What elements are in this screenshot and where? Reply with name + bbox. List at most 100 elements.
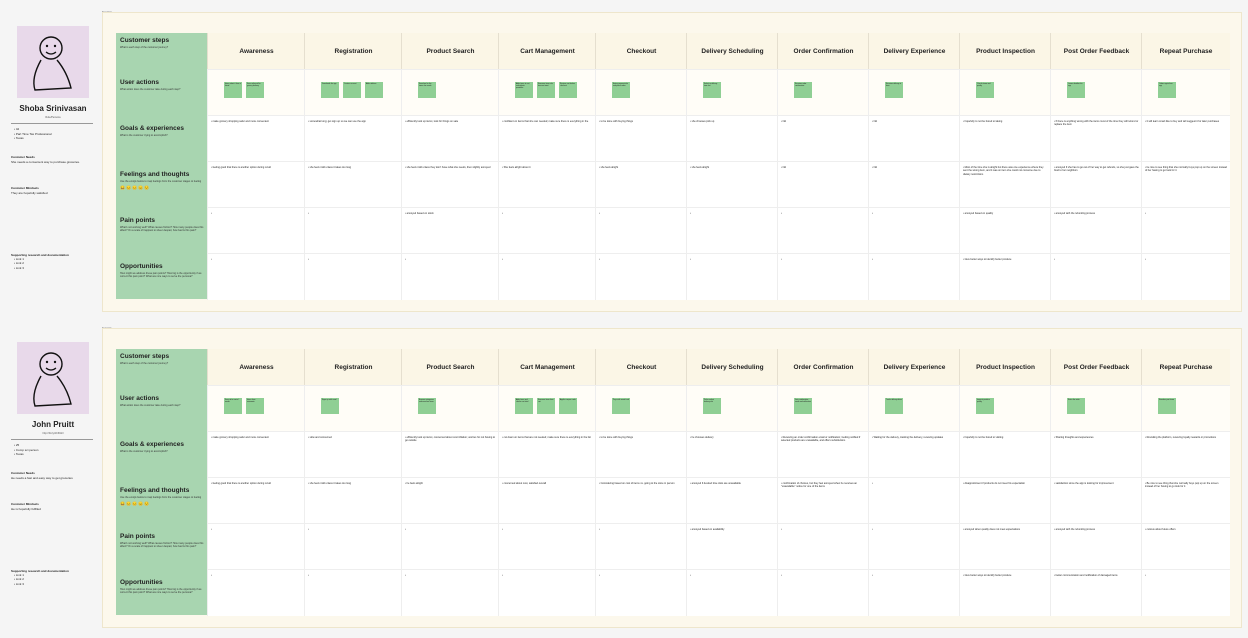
sticky-note[interactable]: Sees ad on social media <box>224 398 242 414</box>
research-link[interactable]: Link 1 <box>14 257 98 262</box>
opps-text <box>502 258 593 261</box>
feelings-cell <box>868 477 960 524</box>
sticky-note[interactable]: Removes items from cart <box>537 398 555 414</box>
sticky-note[interactable]: Enters payment info and places order <box>612 82 630 98</box>
goals-cell: efficiently look up items; concerned abo… <box>401 431 499 478</box>
goals-cell: Sharing thoughts and experiences <box>1050 431 1142 478</box>
sticky-note[interactable]: Adds address <box>365 82 383 98</box>
sticky-note[interactable]: Selects a delivery time slot <box>703 82 721 98</box>
feelings-text: Be nice to see thing that she normally b… <box>1145 482 1227 489</box>
row-description: What's not working well? What causes fri… <box>120 226 204 233</box>
sticky-note[interactable]: Adds items to cart and adjusts quantitie… <box>515 82 533 98</box>
row-title: Goals & experiences <box>120 441 184 448</box>
goals-text: efficiently look up items; concerned abo… <box>405 436 496 443</box>
sticky-note[interactable]: Reviews cart before checkout <box>559 82 577 98</box>
pain-text <box>1145 212 1227 215</box>
goals-text: slow and concerned <box>308 436 399 439</box>
row-label-goals: Goals & experiences What is the customer … <box>120 125 204 137</box>
opps-cell: better communication and notification of… <box>1050 569 1142 616</box>
pain-text: annoyed when quality does not meet expec… <box>963 528 1048 531</box>
goals-cell: Receiving an order confirmation email or… <box>777 431 869 478</box>
user-actions-cell: Downloads the app Creates account Adds add… <box>304 69 402 116</box>
persona-name: Shoba Srinivasan <box>19 104 87 113</box>
goals-cell: hopefully to not be bored to taking <box>959 115 1051 162</box>
research-link[interactable]: Link 3 <box>14 582 98 587</box>
research-link[interactable]: Link 2 <box>14 261 98 266</box>
feelings-text <box>872 482 957 485</box>
opps-cell <box>868 569 960 616</box>
divider <box>11 123 93 124</box>
sticky-note[interactable]: Searches for the items she needs <box>418 82 436 98</box>
sticky-note[interactable]: Sees online ad for grocery delivery <box>246 82 264 98</box>
sticky-note[interactable]: Inspects produce quality <box>976 398 994 414</box>
feelings-cell: confirmation of choices, but they feel a… <box>777 477 869 524</box>
sticky-note[interactable]: Checks items and quality <box>976 82 994 98</box>
feelings-cell: be nice to see thing that she normally b… <box>1141 161 1230 208</box>
feelings-cell: she feels alright <box>595 161 687 208</box>
needs-text: He needs a fast and easy way to get groc… <box>11 475 73 480</box>
research-link[interactable]: Link 3 <box>14 266 98 271</box>
opps-text <box>211 258 302 261</box>
user-actions-cell: Receives delivery at door <box>868 69 960 116</box>
pain-text <box>308 528 399 531</box>
goals-cell: Revisiting the platform, receiving loyal… <box>1141 431 1230 478</box>
user-actions-cell: Leaves feedback in app <box>1050 69 1142 116</box>
sticky-note[interactable]: Leaves feedback in app <box>1067 82 1085 98</box>
goals-text: hopefully to not be bored to taking <box>963 120 1048 123</box>
row-title: User actions <box>120 395 160 402</box>
sticky-note[interactable]: Reorders past items <box>1158 398 1176 414</box>
opps-text <box>872 574 957 577</box>
opps-cell <box>686 569 778 616</box>
persona-details: 25Comp sci personTexas <box>14 443 98 457</box>
feelings-text: annoyed if she has to go out of her way … <box>1054 166 1139 173</box>
research-link[interactable]: Link 2 <box>14 577 98 582</box>
mindset-heading: Customer Mindsets <box>11 501 39 506</box>
feelings-cell: she feels mild unless it takes too long <box>304 161 402 208</box>
pain-text <box>781 212 866 215</box>
opps-text: Give better ways to identify better prod… <box>963 258 1048 261</box>
pain-cell: annoyed based on quality <box>959 207 1051 254</box>
sticky-note[interactable]: Browses categories and searches items <box>418 398 436 414</box>
user-actions-cell: Rates the order <box>1050 385 1142 432</box>
stage-header: Awareness <box>207 349 305 385</box>
row-title: Opportunities <box>120 263 163 270</box>
research-link[interactable]: Link 1 <box>14 573 98 578</box>
sticky-note[interactable]: Adds items and checks cart total <box>515 398 533 414</box>
row-description: What action does the customer take durin… <box>120 88 181 91</box>
sticky-note[interactable]: Rates the order <box>1067 398 1085 414</box>
feelings-cell: disappointment if products do not meet h… <box>959 477 1051 524</box>
row-label-user-actions: User actions What action does the custome… <box>120 79 204 91</box>
sticky-note[interactable]: Gets confirmation email and notification <box>794 398 812 414</box>
goals-cell: If there is anything wrong with the item… <box>1050 115 1142 162</box>
sticky-note[interactable]: Applies coupon code <box>559 398 577 414</box>
user-actions-cell: Adds items to cart and adjusts quantitie… <box>498 69 596 116</box>
sticky-note[interactable]: Signs up with email <box>321 398 339 414</box>
stage-header: Repeat Purchase <box>1141 349 1230 385</box>
pain-cell <box>498 207 596 254</box>
sticky-note[interactable]: Hears about it from a friend <box>224 82 242 98</box>
sticky-note[interactable]: Pays with saved card <box>612 398 630 414</box>
goals-cell: It will learn smart like to buy and will… <box>1141 115 1230 162</box>
sticky-note[interactable]: Removes items she does not want <box>537 82 555 98</box>
opps-cell <box>207 569 305 616</box>
sticky-note[interactable]: Tracks delivery driver <box>885 398 903 414</box>
feelings-text: disappointment if products do not meet h… <box>963 482 1048 485</box>
sticky-note[interactable]: Picks earliest delivery slot <box>703 398 721 414</box>
sticky-note[interactable]: Receives order confirmation <box>794 82 812 98</box>
opps-cell <box>401 253 499 300</box>
pain-text <box>502 212 593 215</box>
sticky-note[interactable]: Hears from roommate <box>246 398 264 414</box>
persona-detail-item: 42 <box>14 127 98 132</box>
persona-detail-item: Texas <box>14 452 98 457</box>
sticky-note[interactable]: Orders again from app <box>1158 82 1176 98</box>
pain-text <box>211 212 302 215</box>
sticky-note[interactable]: Downloads the app <box>321 82 339 98</box>
sticky-note[interactable]: Creates account <box>343 82 361 98</box>
pain-cell <box>1141 207 1230 254</box>
goals-text: NA <box>872 120 957 123</box>
user-actions-cell: Sees ad on social media Hears from roomma… <box>207 385 305 432</box>
goals-text: cut down on items that are not needed; m… <box>502 436 593 439</box>
sticky-note[interactable]: Receives delivery at door <box>885 82 903 98</box>
stage-header: Product Inspection <box>959 349 1051 385</box>
persona-detail-item: 25 <box>14 443 98 448</box>
